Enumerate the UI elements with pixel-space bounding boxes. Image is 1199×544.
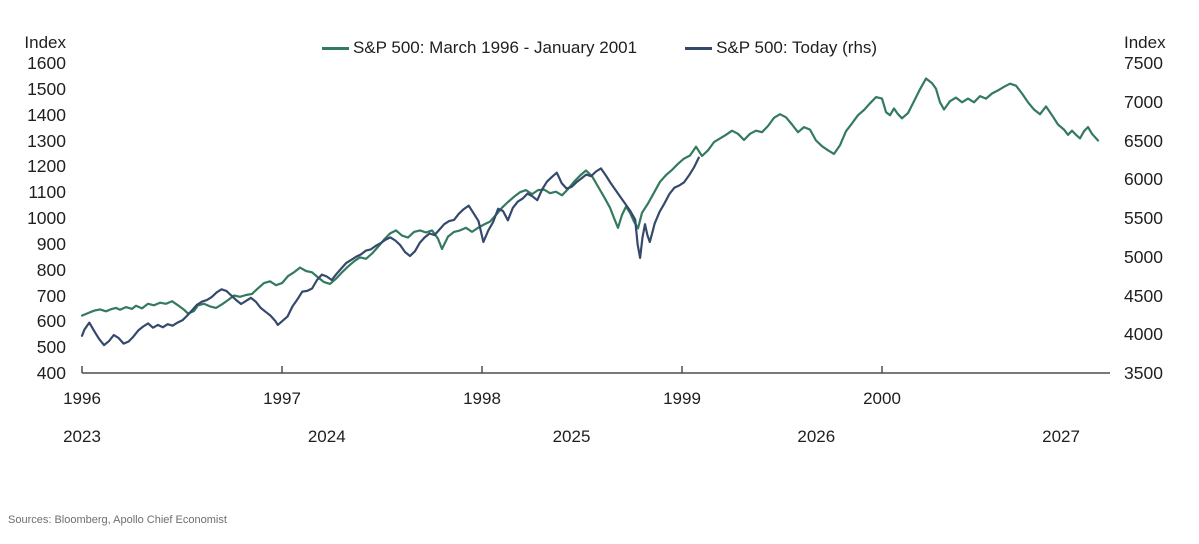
year-label-2000: 2000 xyxy=(863,389,901,408)
right-axis-tick-label: 5000 xyxy=(1124,246,1163,267)
right-axis-title: Index xyxy=(1124,33,1166,52)
year-label-2026: 2026 xyxy=(797,427,836,446)
right-axis-tick-label: 4500 xyxy=(1124,285,1163,306)
year-label-1999: 1999 xyxy=(663,389,701,408)
year-label-1997: 1997 xyxy=(263,389,301,408)
left-axis-tick-label: 1200 xyxy=(27,156,66,177)
left-axis-tick-label: 1000 xyxy=(27,208,66,228)
series-line-1 xyxy=(80,156,700,347)
left-axis-tick-label: 1600 xyxy=(27,53,66,73)
left-axis-tick-label: 1100 xyxy=(28,182,66,203)
right-axis-tick-label: 7500 xyxy=(1124,53,1163,73)
right-axis-tick-label: 4000 xyxy=(1124,324,1163,345)
legend-label-today-series: S&P 500: Today (rhs) xyxy=(716,38,878,57)
left-axis-tick-label: 1500 xyxy=(27,78,66,99)
right-axis-tick-label: 6000 xyxy=(1124,169,1163,190)
left-axis-tick-label: 700 xyxy=(36,285,66,306)
legend-line-swatch-1996-series xyxy=(321,46,349,50)
left-axis-title: Index xyxy=(24,33,66,52)
year-label-1996: 1996 xyxy=(63,389,101,408)
year-label-2027: 2027 xyxy=(1042,427,1080,446)
source-note: Sources: Bloomberg, Apollo Chief Economi… xyxy=(8,514,227,526)
left-axis-tick-label: 1300 xyxy=(27,130,66,151)
year-label-2024: 2024 xyxy=(307,427,346,446)
left-axis-tick-label: 900 xyxy=(36,233,66,254)
year-label-1998: 1998 xyxy=(463,389,501,408)
right-axis-tick-label: 7000 xyxy=(1124,91,1163,112)
legend-item-today-series: S&P 500: Today (rhs) xyxy=(685,38,877,58)
left-axis-tick-label: 800 xyxy=(36,259,66,280)
left-axis-tick-label: 1400 xyxy=(27,104,66,125)
left-axis-tick-label: 600 xyxy=(36,311,66,332)
right-axis-tick-label: 6500 xyxy=(1124,130,1163,151)
legend: S&P 500: March 1996 - January 2001 S&P 5… xyxy=(0,38,1199,58)
right-axis-tick-label: 3500 xyxy=(1124,363,1163,383)
legend-label-1996-series: S&P 500: March 1996 - January 2001 xyxy=(352,38,638,57)
left-axis-tick-label: 500 xyxy=(36,337,66,358)
year-label-2025: 2025 xyxy=(552,427,591,446)
left-axis-tick-label: 400 xyxy=(36,363,66,383)
legend-item-1996-series: S&P 500: March 1996 - January 2001 xyxy=(321,38,638,58)
year-label-2023: 2023 xyxy=(63,427,101,446)
right-axis-tick-label: 5500 xyxy=(1124,208,1163,228)
legend-line-swatch-today-series xyxy=(685,46,713,50)
series-line-0 xyxy=(80,77,1100,317)
